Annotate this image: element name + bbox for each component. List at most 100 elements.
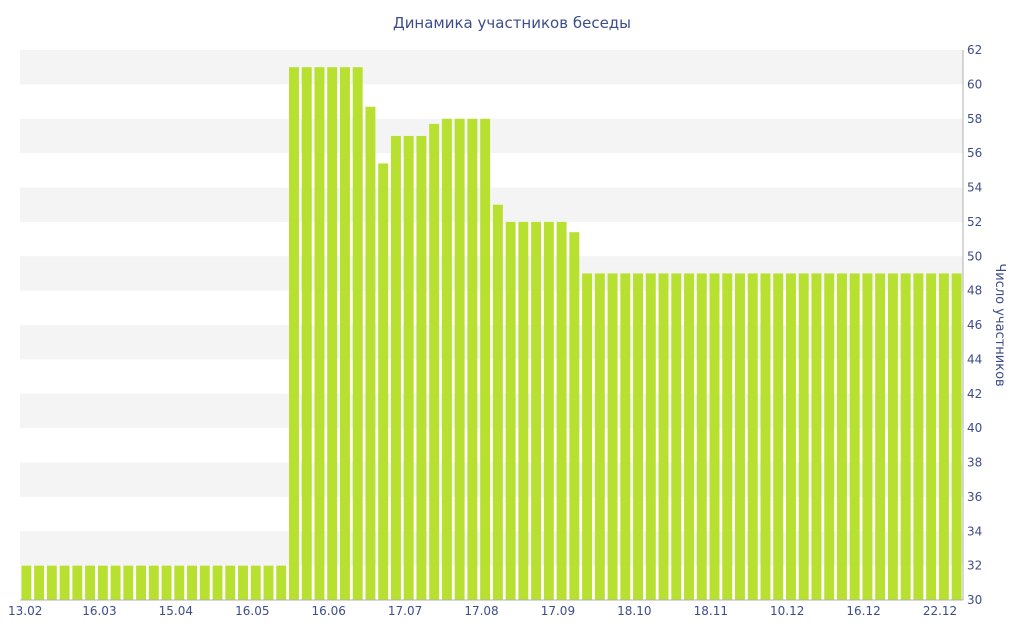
bar — [276, 565, 287, 601]
bar — [543, 221, 554, 601]
bar — [403, 135, 414, 600]
bar — [671, 273, 682, 600]
bar — [773, 273, 784, 600]
bar — [174, 565, 185, 601]
bar — [633, 273, 644, 600]
y-axis-label: Число участников — [992, 263, 1007, 386]
x-tick-label: 17.08 — [464, 604, 498, 618]
y-tick-label: 30 — [967, 593, 982, 607]
bar — [34, 565, 45, 601]
x-tick-label: 16.03 — [82, 604, 116, 618]
y-tick-label: 36 — [967, 490, 982, 504]
bars — [21, 67, 962, 601]
grid-band — [20, 325, 963, 360]
bar — [900, 273, 911, 600]
y-tick-label: 58 — [967, 112, 982, 126]
bar — [862, 273, 873, 600]
bar — [786, 273, 796, 600]
y-tick-label: 60 — [967, 77, 982, 91]
bar — [314, 67, 325, 600]
y-tick-label: 32 — [967, 559, 982, 573]
y-tick-label: 52 — [967, 215, 982, 229]
x-tick-label: 17.09 — [541, 604, 575, 618]
bar — [187, 565, 197, 601]
y-tick-label: 50 — [967, 249, 982, 263]
y-tick-label: 62 — [967, 43, 982, 57]
bar — [136, 565, 147, 601]
x-tick-label: 16.06 — [312, 604, 346, 618]
bar — [645, 273, 656, 600]
x-tick-label: 16.05 — [235, 604, 269, 618]
bar — [951, 273, 962, 600]
y-tick-label: 44 — [967, 352, 982, 366]
x-tick-label: 17.07 — [388, 604, 422, 618]
x-tick-label: 15.04 — [159, 604, 193, 618]
grid-band — [20, 393, 963, 429]
y-tick-label: 48 — [967, 284, 982, 298]
bar — [696, 273, 707, 600]
chart-title: Динамика участников беседы — [393, 14, 631, 32]
bar — [569, 232, 580, 600]
y-tick-label: 54 — [967, 181, 982, 195]
bar — [505, 221, 516, 601]
bar — [467, 118, 478, 600]
bar — [760, 273, 771, 600]
bar — [339, 67, 350, 600]
grid-band — [20, 187, 963, 222]
bar — [238, 565, 248, 601]
bar — [836, 273, 847, 600]
bar — [46, 565, 57, 601]
bar — [938, 273, 949, 600]
bar — [849, 273, 860, 600]
bar — [684, 273, 694, 600]
x-tick-label: 22.12 — [923, 604, 957, 618]
bar — [926, 273, 937, 600]
bar — [594, 273, 605, 600]
bar — [492, 204, 503, 600]
bar — [97, 565, 108, 601]
bar — [289, 67, 299, 600]
bar — [212, 565, 223, 601]
grid-band — [20, 531, 963, 566]
bar — [722, 273, 733, 600]
grid-band — [20, 462, 963, 497]
bar — [225, 565, 236, 601]
bar — [531, 221, 542, 601]
bar — [658, 273, 669, 600]
bar — [887, 273, 898, 600]
bar — [352, 67, 363, 600]
bar — [747, 273, 758, 600]
bar — [875, 273, 886, 600]
bar — [327, 67, 338, 600]
bar — [59, 565, 70, 601]
grid-band — [20, 256, 963, 291]
bar — [620, 273, 631, 600]
bar — [161, 565, 172, 601]
bar — [913, 273, 924, 600]
bar — [263, 565, 274, 601]
bar — [72, 565, 83, 601]
bar — [518, 221, 529, 601]
bar — [556, 221, 567, 601]
x-tick-label: 18.11 — [694, 604, 728, 618]
bar — [301, 67, 312, 600]
bar — [454, 118, 465, 600]
bar — [735, 273, 745, 600]
bar — [798, 273, 809, 600]
y-tick-label: 42 — [967, 387, 982, 401]
grid-bands — [20, 50, 963, 566]
bar — [480, 118, 491, 600]
bar — [582, 273, 593, 600]
x-tick-label: 13.02 — [8, 604, 42, 618]
y-tick-label: 40 — [967, 421, 982, 435]
bar — [123, 565, 134, 601]
bar — [607, 273, 618, 600]
bar — [250, 565, 261, 601]
x-tick-label: 18.10 — [617, 604, 651, 618]
bar — [709, 273, 720, 600]
grid-band — [20, 50, 963, 85]
bar — [365, 106, 376, 600]
bar — [378, 163, 389, 600]
y-tick-label: 56 — [967, 146, 982, 160]
